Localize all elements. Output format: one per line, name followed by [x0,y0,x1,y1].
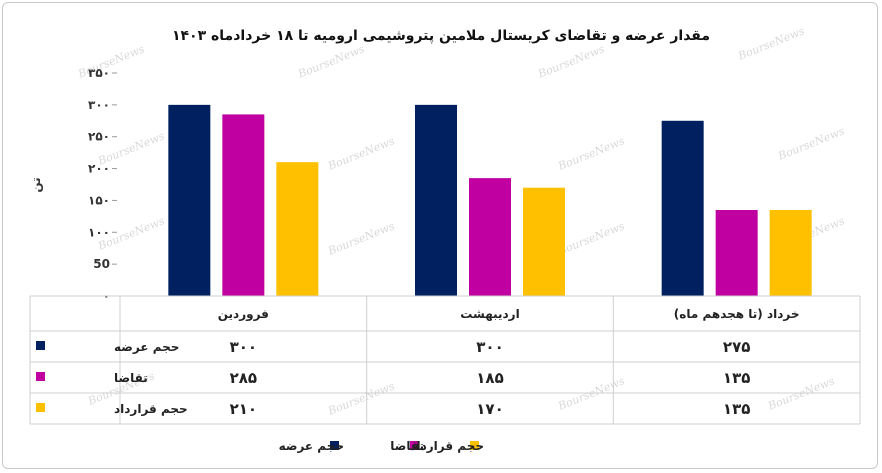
watermark-text: BourseNews [555,374,626,413]
row-legend-key [36,403,45,412]
table-cell-value: ۳۰۰ [230,338,257,356]
watermark-text: BourseNews [325,379,396,418]
y-tick-label: ۲۵۰ [88,130,110,144]
bar-1-2 [415,104,457,296]
watermark-text: BourseNews [555,219,626,258]
watermark-text: BourseNews [765,374,836,413]
legend-key [330,441,339,450]
row-series-name: حجم قرارداد [114,402,188,416]
bar-1-1 [168,104,211,296]
table-cell-value: ۳۰۰ [476,338,503,356]
category-label: اردیبهشت [460,307,519,321]
legend-label: حجم قرارداد [410,439,484,453]
row-legend-key [36,372,45,381]
watermark-text: BourseNews [735,24,806,63]
y-tick-label: ۳۰۰ [88,98,110,112]
legend-key [410,441,419,450]
watermark-text: BourseNews [325,219,396,258]
legend-label: حجم عرضه [279,439,344,453]
y-axis-label: تن [29,177,43,192]
watermark-text: BourseNews [325,134,396,173]
table-cell-value: ۱۳۵ [723,369,750,387]
watermark-text: BourseNews [775,124,846,163]
bar-2-3 [715,209,758,296]
legend-label: تقاضا [390,439,424,453]
table-cell-value: ۲۸۵ [230,369,257,387]
bar-3-2 [523,187,565,296]
bar-2-2 [469,178,511,296]
row-series-name: حجم عرضه [114,340,179,354]
data-table: فروردین اردیبهشت خرداد (تا هجدهم ماه) حجم ع… [29,295,861,425]
chart-title: مقدار عرضه و تقاضای کریستال ملامین پتروش… [172,28,710,44]
category-label: فروردین [218,307,269,322]
bar-1-3 [661,120,704,297]
bar-2-1 [222,114,265,297]
category-label: خرداد (تا هجدهم ماه) [674,307,800,321]
table-cell-value: ۲۷۵ [723,338,750,356]
y-tick-label: ۲۰۰ [88,162,110,176]
table-cell-value: ۱۸۵ [476,369,503,387]
bar-3-1 [276,162,319,296]
table-cell-value: ۱۳۵ [723,400,750,418]
row-legend-key [36,341,45,350]
bar-3-3 [769,209,812,296]
legend-key [470,441,479,450]
watermark-text: BourseNews [75,42,146,81]
y-tick-label: 50 [93,257,110,271]
table-cell-value: ۱۷۰ [476,400,503,418]
watermark-text: BourseNews [295,42,366,81]
watermark-text: BourseNews [535,42,606,81]
y-tick-label: ۱۵۰ [88,193,110,207]
watermark-text: BourseNews [555,134,626,173]
table-cell-value: ۲۱۰ [230,400,257,418]
row-series-name: تقاضا [114,371,148,385]
y-tick-label: ۳۵۰ [88,66,110,80]
y-tick-label: ۱۰۰ [88,225,110,239]
bars [168,104,812,297]
